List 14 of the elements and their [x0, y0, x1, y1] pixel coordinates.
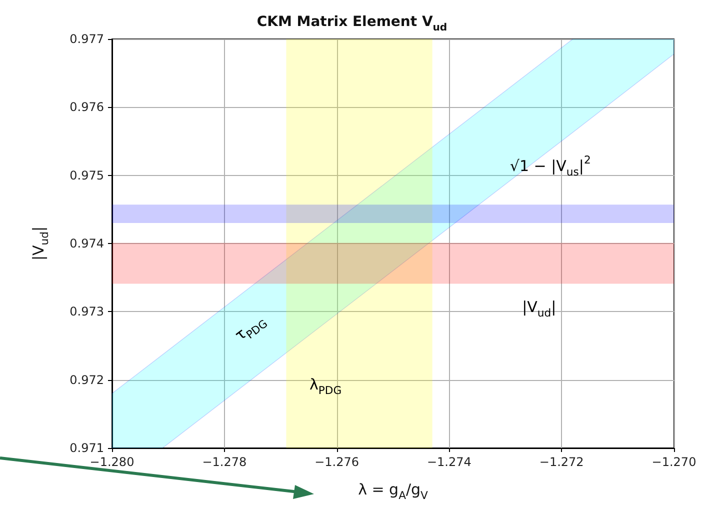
y-tick-label: 0.975 — [70, 168, 104, 182]
y-tick-label: 0.976 — [70, 100, 104, 114]
y-tick-label: 0.974 — [70, 236, 104, 250]
y-tick-label: 0.971 — [70, 441, 104, 455]
x-tick-label: −1.274 — [426, 455, 472, 469]
y-axis-title: |Vud| — [30, 226, 51, 261]
x-tick-label: −1.278 — [202, 455, 247, 469]
x-tick-label: −1.270 — [652, 455, 696, 469]
y-tick-label: 0.973 — [70, 304, 104, 319]
x-tick-label: −1.280 — [90, 455, 134, 469]
x-tick-label: −1.272 — [539, 455, 584, 469]
x-tick-label: −1.276 — [314, 455, 360, 469]
y-tick-label: 0.972 — [70, 372, 104, 387]
y-tick-label: 0.977 — [70, 32, 104, 46]
